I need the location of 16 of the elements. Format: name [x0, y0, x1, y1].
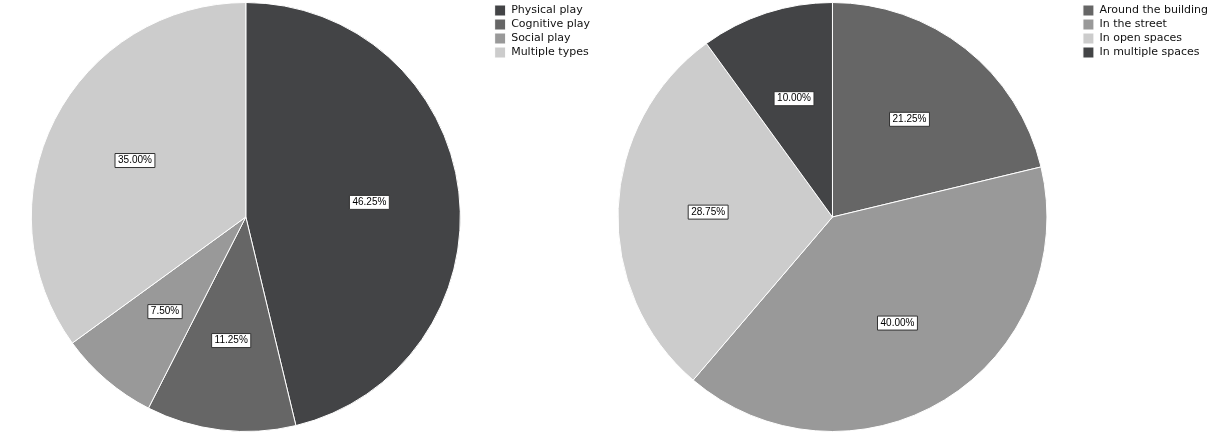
legend-label: In the street	[1099, 17, 1168, 31]
data-label: 11.25%	[214, 334, 248, 346]
legend-label: Around the building	[1099, 3, 1209, 17]
data-label: 40.00%	[880, 316, 915, 328]
data-label: 46.25%	[352, 196, 387, 208]
data-label: 7.50%	[150, 305, 180, 317]
data-label: 28.75%	[691, 205, 726, 217]
legend-label: In multiple spaces	[1099, 45, 1200, 59]
legend-label: Physical play	[511, 3, 584, 17]
legend-label: Multiple types	[511, 45, 589, 59]
legend-label: Social play	[511, 31, 572, 45]
data-label: 10.00%	[777, 92, 812, 104]
data-label: 21.25%	[892, 113, 927, 125]
legend-label: In open spaces	[1099, 31, 1183, 45]
data-label: 35.00%	[118, 154, 153, 166]
legend-label: Cognitive play	[511, 17, 591, 31]
